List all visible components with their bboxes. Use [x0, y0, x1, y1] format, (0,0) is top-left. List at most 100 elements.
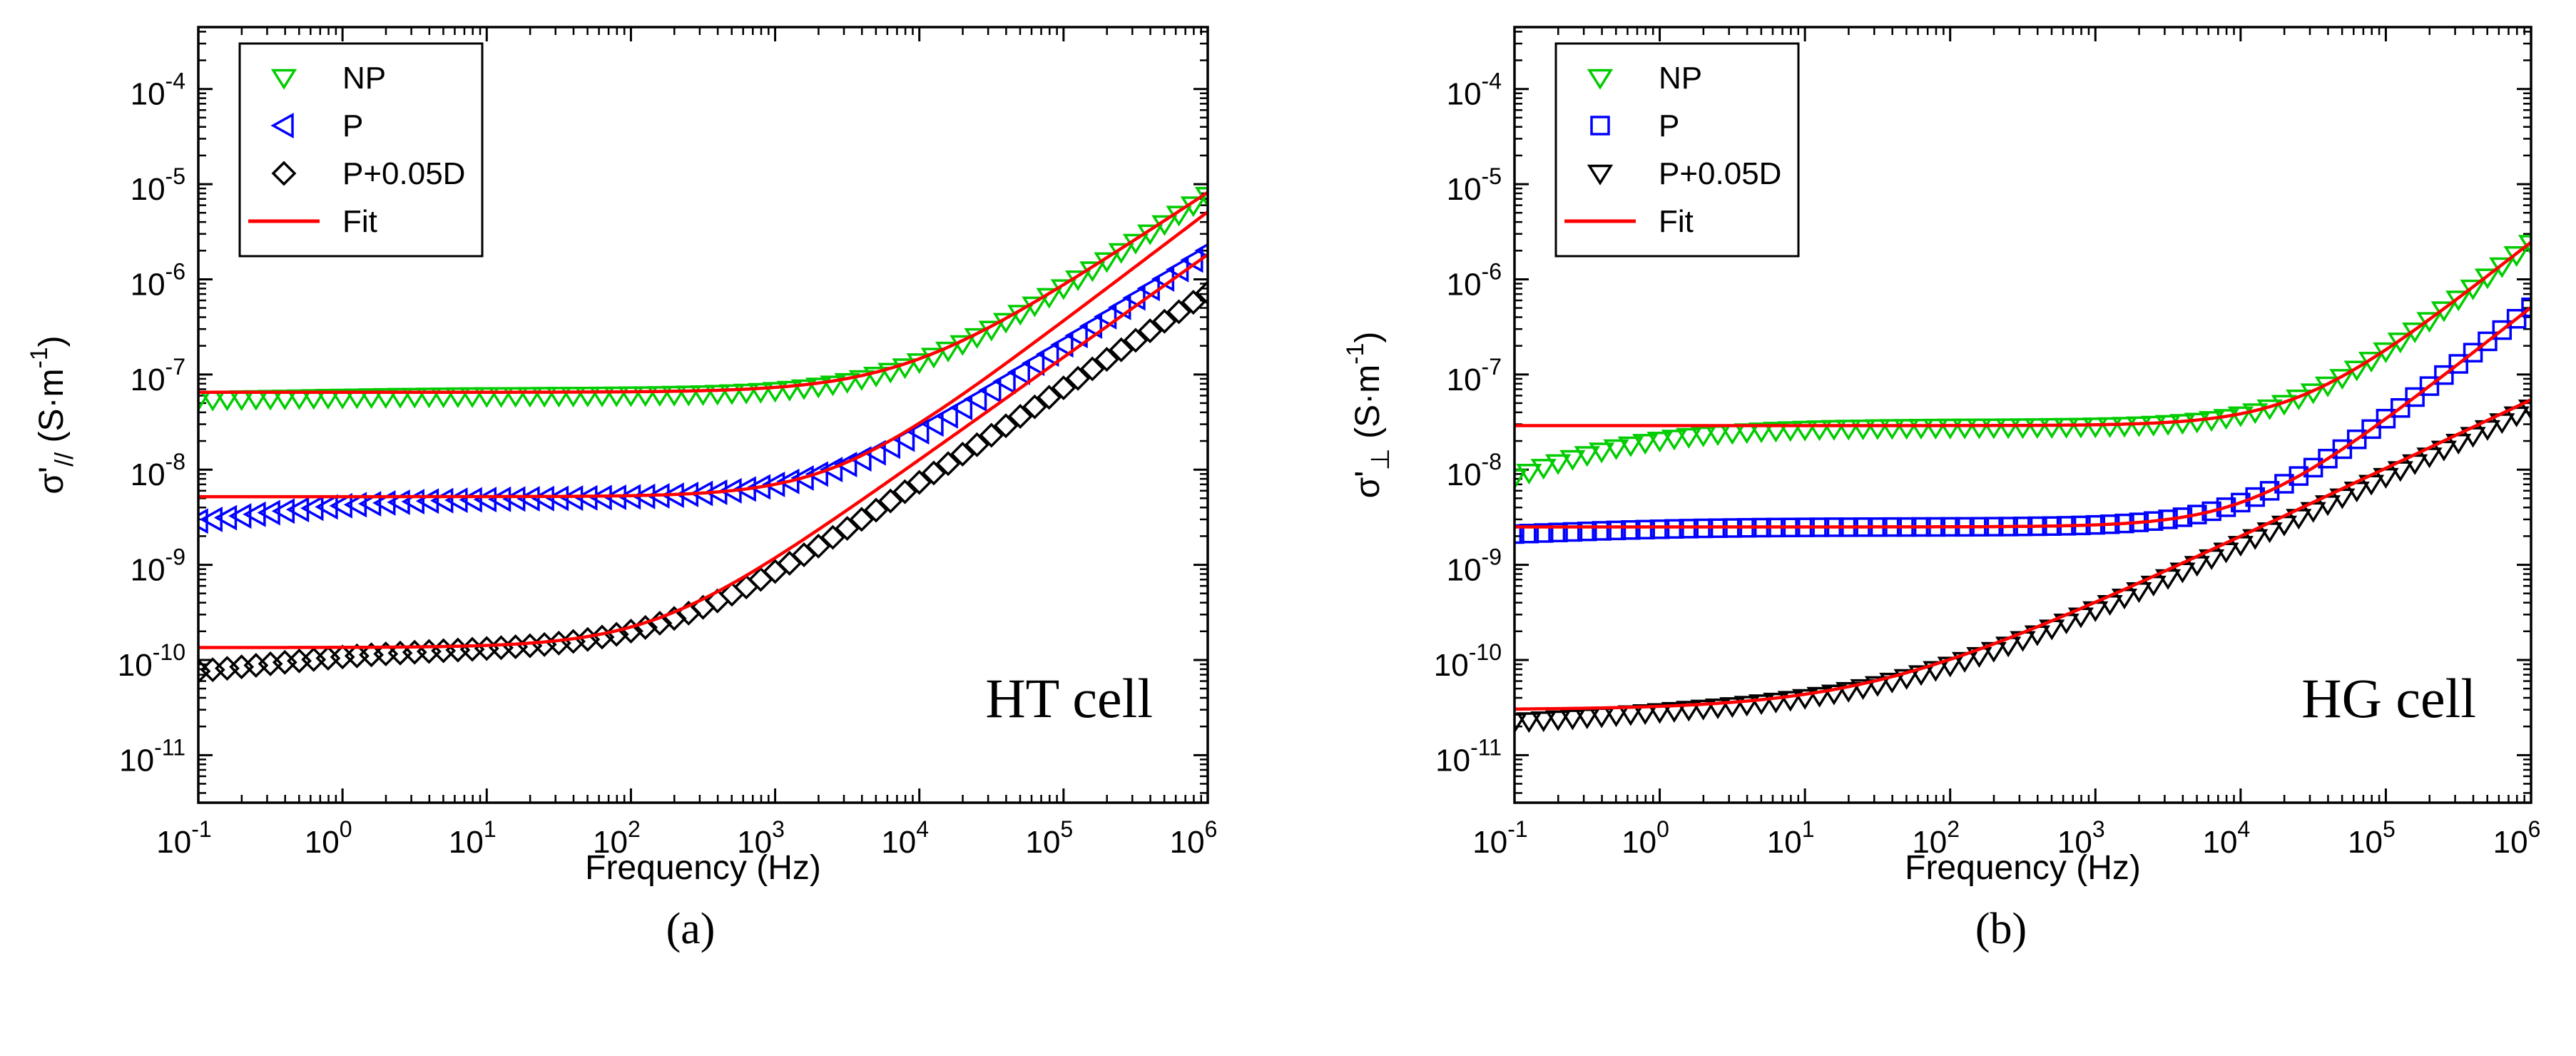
- data-point-p: [2478, 331, 2498, 352]
- data-point-p-0-05d: [1734, 696, 1760, 717]
- data-point-np: [2097, 417, 2123, 438]
- x-axis-title: Frequency (Hz): [585, 849, 821, 887]
- data-point-p: [545, 485, 569, 512]
- data-point-p: [1050, 332, 1074, 358]
- data-point-p: [531, 485, 554, 512]
- data-point-p-0-05d: [791, 542, 817, 568]
- data-point-p-0-05d: [1195, 280, 1208, 305]
- x-tick-label: 105: [1025, 816, 1073, 860]
- data-point-p-0-05d: [1022, 394, 1047, 420]
- data-point-np: [2154, 415, 2182, 436]
- cell-annotation: HT cell: [985, 667, 1153, 729]
- data-point-np: [805, 377, 832, 399]
- data-point-p-0-05d: [777, 550, 803, 576]
- data-point-p: [1108, 294, 1131, 320]
- data-point-p-0-05d: [1065, 365, 1091, 391]
- data-point-np: [1632, 434, 1659, 455]
- y-tick-label: 10-10: [1434, 639, 1502, 683]
- data-point-p-0-05d: [1923, 661, 1949, 682]
- data-point-p-0-05d: [964, 432, 990, 457]
- data-point-p-0-05d: [243, 653, 269, 678]
- data-point-np: [2039, 417, 2065, 439]
- data-point-p: [1079, 313, 1103, 340]
- legend-marker: [1587, 164, 1614, 186]
- data-point-np: [1893, 419, 1920, 440]
- y-axis-title: σ'// (S·m-1): [26, 335, 78, 494]
- data-point-p-0-05d: [1181, 290, 1206, 315]
- legend-label: P: [342, 108, 363, 143]
- y-tick-label: 10-7: [1447, 354, 1502, 397]
- y-tick-label: 10-7: [131, 354, 185, 397]
- data-point-np: [618, 386, 644, 407]
- x-tick-label: 10-1: [1472, 816, 1527, 860]
- data-point-p-0-05d: [1806, 686, 1833, 708]
- data-point-p: [2361, 419, 2381, 440]
- x-tick-label: 103: [737, 816, 785, 860]
- data-point-p-0-05d: [1514, 713, 1528, 734]
- data-point-p: [2129, 512, 2149, 532]
- data-point-p: [2376, 408, 2396, 429]
- data-point-np: [315, 389, 342, 410]
- x-tick-label: 100: [1622, 816, 1669, 860]
- legend-label: P+0.05D: [342, 156, 465, 191]
- data-point-p: [1093, 303, 1117, 330]
- data-point-p: [2419, 376, 2440, 396]
- y-tick-label: 10-6: [1447, 258, 1502, 302]
- data-point-p-0-05d: [1037, 385, 1062, 410]
- plot-frame: [197, 26, 1209, 804]
- data-point-p-0-05d: [979, 422, 1004, 448]
- data-point-p-0-05d: [849, 507, 875, 532]
- fit-line-p: [198, 210, 1208, 499]
- legend-label: P: [1659, 108, 1679, 143]
- x-tick-label: 104: [2202, 816, 2250, 860]
- data-point-np: [286, 389, 312, 410]
- data-point-np: [488, 387, 514, 408]
- data-point-p-0-05d: [1748, 694, 1775, 716]
- data-point-p-0-05d: [531, 631, 557, 657]
- data-point-np: [1836, 420, 1862, 441]
- data-point-np: [1806, 420, 1833, 442]
- y-tick-label: 10-5: [1447, 163, 1502, 207]
- data-point-np: [1821, 420, 1848, 441]
- legend-marker: [270, 113, 294, 138]
- chart-panel-b: 10-1 100 101 102 103 104 105 106 10-11 10-10 10-9 1…: [1342, 26, 2540, 953]
- fit-line-p-0-05d: [1514, 398, 2531, 711]
- data-point-p-0-05d: [272, 649, 297, 675]
- data-point-np: [1661, 430, 1688, 451]
- data-point-p-0-05d: [1661, 701, 1688, 723]
- data-point-p: [2506, 308, 2527, 329]
- data-point-np: [1748, 422, 1775, 444]
- data-point-np: [372, 387, 399, 409]
- data-point-p-0-05d: [877, 488, 903, 514]
- data-point-p-0-05d: [950, 442, 975, 467]
- data-point-np: [198, 390, 212, 412]
- legend-marker: [1587, 68, 1614, 90]
- data-point-p: [2521, 298, 2531, 318]
- data-point-p: [559, 485, 584, 512]
- data-point-p-0-05d: [1719, 697, 1746, 719]
- data-point-np: [892, 358, 918, 380]
- data-point-p-0-05d: [445, 637, 471, 663]
- data-point-np: [2184, 412, 2210, 434]
- data-point-np: [2082, 417, 2109, 439]
- data-point-np: [2024, 418, 2051, 440]
- data-point-np: [402, 387, 428, 409]
- data-point-np: [632, 386, 658, 407]
- legend-marker: [1590, 116, 1610, 136]
- fit-line-p: [1514, 306, 2531, 529]
- data-point-p: [2332, 439, 2353, 460]
- data-point-p-0-05d: [921, 460, 947, 486]
- plot-area: [1514, 235, 2531, 734]
- data-point-p-0-05d: [705, 588, 730, 614]
- data-point-p: [1007, 359, 1030, 385]
- y-tick-label: 10-8: [131, 449, 185, 492]
- data-point-p: [805, 461, 828, 487]
- plot-area: [198, 187, 1208, 684]
- data-point-p-0-05d: [330, 644, 355, 670]
- data-point-p-0-05d: [1777, 691, 1803, 712]
- cell-annotation: HG cell: [2301, 667, 2476, 729]
- data-point-p-0-05d: [315, 646, 341, 671]
- data-point-p: [920, 411, 944, 437]
- data-point-p-0-05d: [503, 634, 529, 659]
